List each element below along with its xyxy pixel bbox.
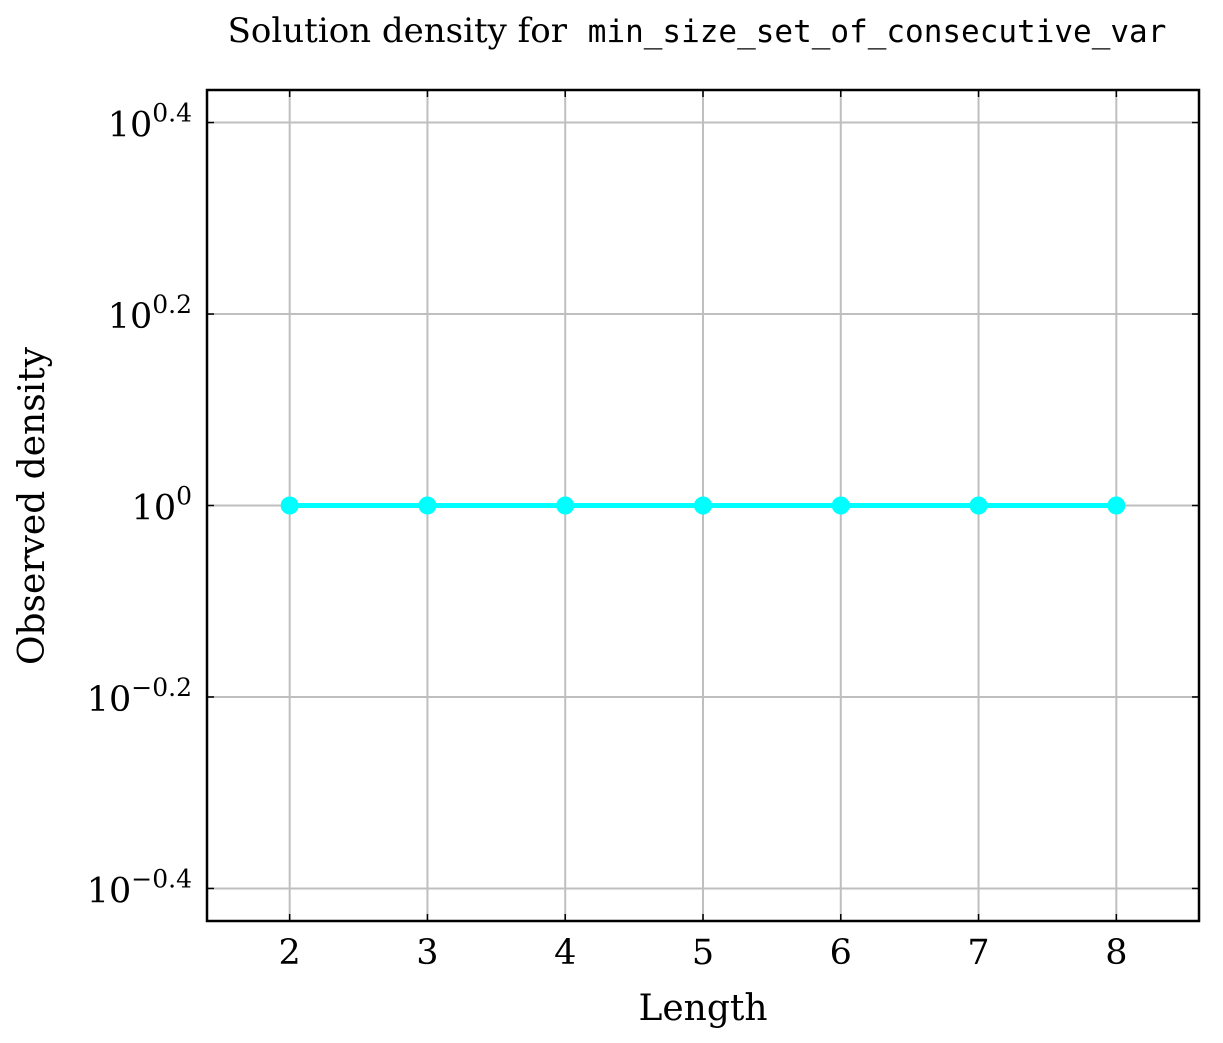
x-tick-label: 8 [1105,933,1127,973]
data-point [556,496,575,515]
chart-title-code: min_size_set_of_consecutive_var [588,14,1167,50]
data-point [418,496,437,515]
chart-title-prefix: Solution density for [228,11,568,51]
x-tick-label: 7 [967,933,989,973]
y-tick-label: 10−0.4 [87,864,192,911]
y-tick-labels: 100.4 100.2 100 10−0.2 10−0.4 [87,99,192,912]
data-point [694,496,712,515]
plot-frame [205,88,1201,923]
data-point [969,496,988,515]
x-tick-label: 2 [279,933,301,973]
data-point [1107,496,1126,515]
data-point [831,496,850,515]
x-tick-label: 6 [830,933,852,973]
y-tick-label: 100.4 [108,99,192,146]
y-axis-label: Observed density [12,346,53,665]
data-point [280,496,299,515]
y-tick-label: 10−0.2 [87,673,192,720]
x-tick-label: 3 [416,933,438,973]
y-tick-label: 100.2 [108,290,192,337]
axis-ticks [207,90,1199,921]
x-tick-label: 4 [554,933,576,973]
x-tick-labels: 2 3 4 5 6 7 8 [279,933,1128,973]
y-tick-label: 100 [132,482,192,529]
x-tick-label: 5 [692,933,714,973]
chart-title: Solution density for min_size_set_of_con… [228,11,1167,51]
series-group [280,496,1126,515]
x-axis-label: Length [638,988,767,1029]
